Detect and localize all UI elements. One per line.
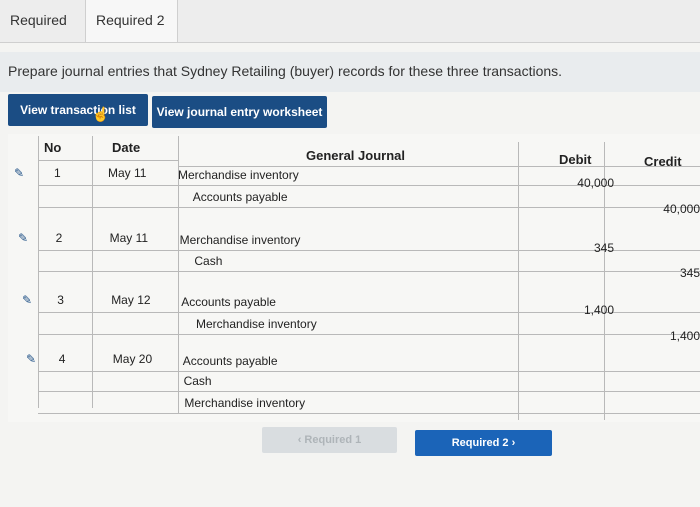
header-debit: Debit xyxy=(559,152,592,167)
grid-line xyxy=(38,271,700,272)
view-transaction-list-button[interactable]: View transaction list xyxy=(8,94,148,126)
pencil-icon[interactable]: ✎ xyxy=(22,293,33,307)
instruction-band xyxy=(0,52,700,92)
grid-line xyxy=(38,136,39,408)
prev-required-1-button[interactable]: ‹ Required 1 xyxy=(262,427,397,453)
entry-date[interactable]: May 11 xyxy=(109,231,149,245)
journal-table: No Date General Journal Debit Credit xyxy=(8,134,700,422)
credit-amount-field[interactable]: 345 xyxy=(679,266,700,280)
header-no: No xyxy=(44,140,62,155)
account-title-field[interactable]: Merchandise inventory xyxy=(184,396,306,410)
debit-amount-field[interactable]: 345 xyxy=(593,241,614,255)
grid-line xyxy=(38,413,700,414)
entry-date[interactable]: May 12 xyxy=(111,293,151,307)
view-journal-worksheet-button[interactable]: View journal entry worksheet xyxy=(152,96,327,128)
pencil-icon[interactable]: ✎ xyxy=(18,231,29,245)
grid-line xyxy=(518,142,519,420)
entry-date[interactable]: May 11 xyxy=(108,166,147,180)
grid-line xyxy=(38,391,700,392)
credit-amount-field[interactable]: 1,400 xyxy=(669,329,700,343)
entry-number[interactable]: 4 xyxy=(58,352,66,366)
account-title-field[interactable]: Cash xyxy=(183,374,212,388)
account-title-field[interactable]: Accounts payable xyxy=(181,295,276,309)
instruction-text: Prepare journal entries that Sydney Reta… xyxy=(8,63,563,79)
tab-required-2[interactable]: Required 2 xyxy=(86,0,178,42)
grid-line xyxy=(38,185,700,186)
grid-line xyxy=(92,136,93,408)
tab-required-1[interactable]: Required 1 xyxy=(0,0,86,68)
account-title-field[interactable]: Merchandise inventory xyxy=(196,317,317,331)
grid-line xyxy=(38,250,700,251)
account-title-field[interactable]: Merchandise inventory xyxy=(179,233,301,247)
debit-amount-field[interactable]: 40,000 xyxy=(577,176,614,190)
entry-number[interactable]: 2 xyxy=(55,231,63,245)
grid-line xyxy=(604,142,605,420)
credit-amount-field[interactable]: 40,000 xyxy=(663,202,700,216)
grid-line xyxy=(178,136,179,414)
account-title-field[interactable]: Accounts payable xyxy=(192,190,288,204)
header-date: Date xyxy=(112,140,141,155)
entry-date[interactable]: May 20 xyxy=(112,352,153,366)
grid-line xyxy=(178,166,700,167)
next-required-2-button[interactable]: Required 2 › xyxy=(415,430,552,456)
grid-line xyxy=(38,160,178,161)
grid-line xyxy=(38,312,700,313)
entry-number[interactable]: 1 xyxy=(54,166,61,180)
hand-pointer-icon: ☝ xyxy=(92,106,110,122)
header-credit: Credit xyxy=(644,154,682,169)
grid-line xyxy=(38,334,700,335)
grid-line xyxy=(38,207,700,208)
pencil-icon[interactable]: ✎ xyxy=(26,352,37,366)
account-title-field[interactable]: Merchandise inventory xyxy=(178,168,299,182)
tab-bar: Required 1 Required 2 xyxy=(0,0,700,68)
account-title-field[interactable]: Cash xyxy=(194,254,223,268)
entry-number[interactable]: 3 xyxy=(57,293,64,307)
header-general-journal: General Journal xyxy=(306,148,405,163)
debit-amount-field[interactable]: 1,400 xyxy=(583,303,614,317)
grid-line xyxy=(38,371,700,372)
pencil-icon[interactable]: ✎ xyxy=(14,166,25,180)
account-title-field[interactable]: Accounts payable xyxy=(182,354,278,368)
